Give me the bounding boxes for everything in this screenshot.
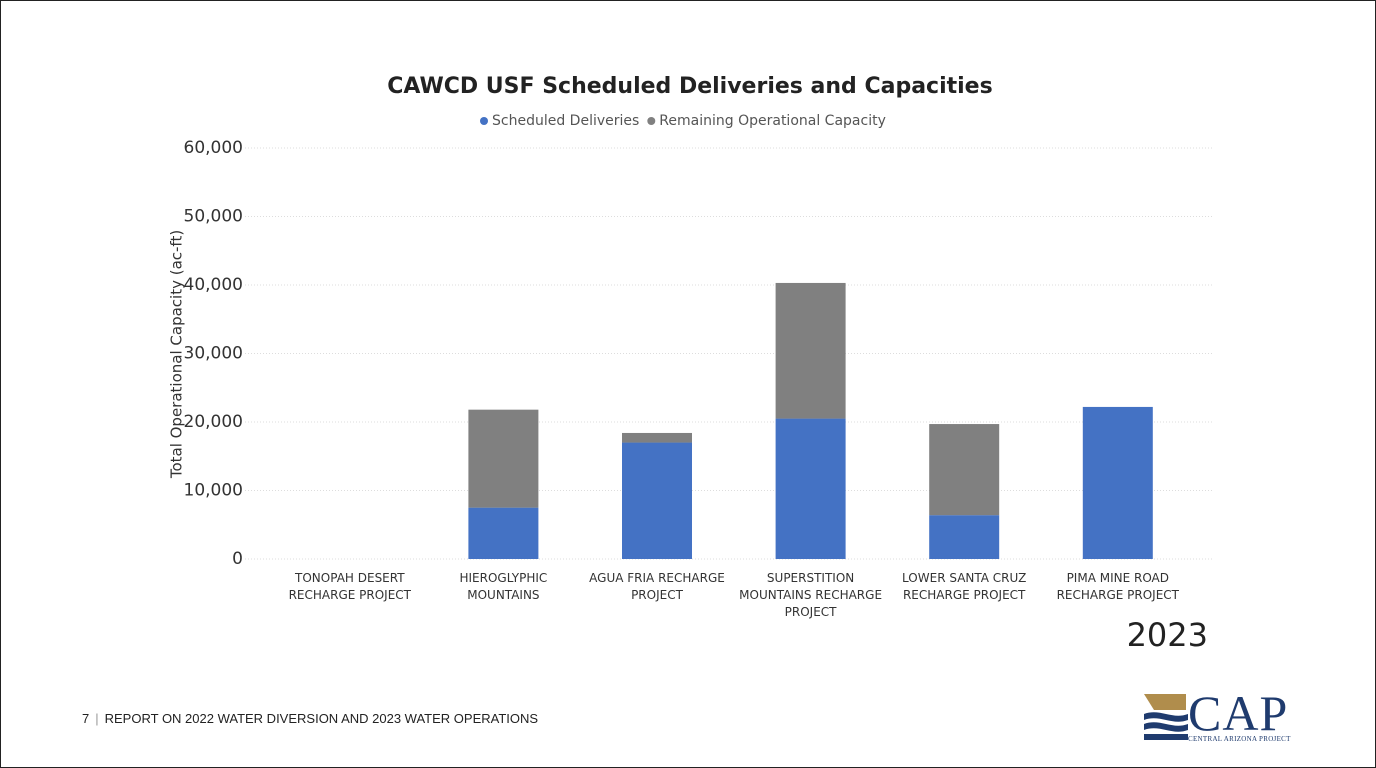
x-tick-label: PIMA MINE ROAD RECHARGE PROJECT [1056,571,1179,602]
y-tick-label: 60,000 [184,138,243,158]
y-tick-label: 30,000 [184,344,243,364]
logo: CAP CENTRAL ARIZONA PROJECT [1144,685,1291,743]
bar-segment [775,418,846,559]
bar-segment [468,409,539,508]
x-tick-label: LOWER SANTA CRUZ RECHARGE PROJECT [902,571,1027,602]
legend-label: Scheduled Deliveries [492,113,639,129]
bar-segment [775,282,846,419]
y-axis-label: Total Operational Capacity (ac-ft) [168,230,186,479]
logo-subtitle: CENTRAL ARIZONA PROJECT [1188,735,1291,743]
footer-text: REPORT ON 2022 WATER DIVERSION AND 2023 … [104,711,539,726]
bar-segment [1082,406,1153,559]
bar-segment [622,442,692,559]
y-tick-label: 0 [232,549,243,569]
y-tick-label: 50,000 [184,207,243,227]
bar-segment [929,424,1000,516]
year-label: 2023 [1126,616,1208,654]
x-tick-label: SUPERSTITION MOUNTAINS RECHARGE PROJECT [739,571,883,619]
y-tick-label: 10,000 [184,481,243,501]
logo-icon [1144,694,1188,740]
chart-title: CAWCD USF Scheduled Deliveries and Capac… [387,74,992,99]
bar-segment [622,432,692,443]
legend-marker [480,117,488,125]
footer: 7 | REPORT ON 2022 WATER DIVERSION AND 202… [82,711,538,726]
x-tick-label: AGUA FRIA RECHARGE PROJECT [589,571,725,602]
y-tick-label: 40,000 [184,275,243,295]
x-tick-label: HIEROGLYPHIC MOUNTAINS [459,571,548,602]
page-number: 7 [82,711,90,726]
separator: | [95,711,99,726]
logo-text: CAP [1188,685,1289,741]
x-tick-label: TONOPAH DESERT RECHARGE PROJECT [288,571,411,602]
legend: Scheduled Deliveries Remaining Operationa… [480,113,886,129]
bar-segment [929,515,1000,559]
legend-label: Remaining Operational Capacity [659,113,886,129]
y-tick-label: 20,000 [184,412,243,432]
legend-marker [647,117,656,125]
bar-segment [468,507,539,559]
